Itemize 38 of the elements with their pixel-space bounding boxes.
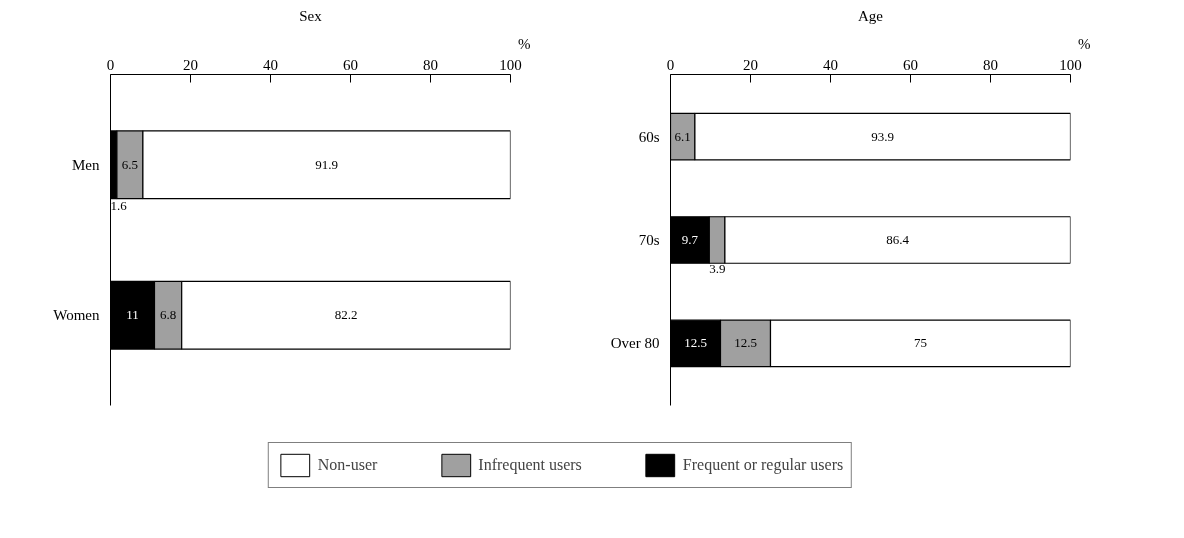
data-label: 6.8	[159, 307, 177, 323]
data-label: 86.4	[886, 232, 910, 247]
legend-label: Infrequent users	[478, 456, 582, 474]
x-tick-label: 40	[263, 56, 278, 73]
data-label: 3.9	[709, 261, 726, 277]
chart-title: Sex	[299, 7, 323, 24]
data-label: 6.5	[121, 156, 139, 172]
data-label: 93.9	[871, 128, 895, 144]
data-label: 91.9	[315, 156, 339, 172]
legend-label: Non-user	[317, 456, 378, 474]
x-tick-label: 0	[106, 56, 115, 73]
data-label: 82.2	[334, 307, 358, 323]
data-label: 9.7	[681, 232, 699, 247]
x-tick-label: 80	[983, 56, 998, 73]
data-label: 75	[914, 335, 927, 351]
data-label: 12.5	[734, 335, 757, 351]
data-label: 1.6	[110, 197, 128, 213]
data-label: 11	[126, 307, 139, 323]
x-tick-label: 80	[423, 56, 438, 73]
x-tick-label: 60	[903, 56, 918, 73]
y-tick-label: Men	[72, 156, 100, 173]
x-tick-label: 60	[343, 56, 358, 73]
x-axis-title: %	[518, 35, 531, 52]
x-tick-label: 100	[499, 56, 522, 73]
y-tick-label: 60s	[638, 128, 660, 145]
x-tick-label: 100	[1059, 56, 1082, 73]
x-tick-label: 0	[666, 56, 675, 73]
y-tick-label: Over 80	[610, 335, 660, 352]
data-label: 12.5	[684, 335, 707, 351]
y-tick-label: Women	[53, 307, 100, 324]
legend-label: Frequent or regular users	[682, 456, 844, 474]
data-label: 6.1	[674, 128, 691, 144]
chart-title: Age	[858, 7, 884, 24]
x-tick-label: 20	[743, 56, 758, 73]
x-tick-label: 20	[183, 56, 198, 73]
x-axis-title: %	[1078, 35, 1091, 52]
x-tick-label: 40	[823, 56, 838, 73]
y-tick-label: 70s	[638, 232, 660, 248]
